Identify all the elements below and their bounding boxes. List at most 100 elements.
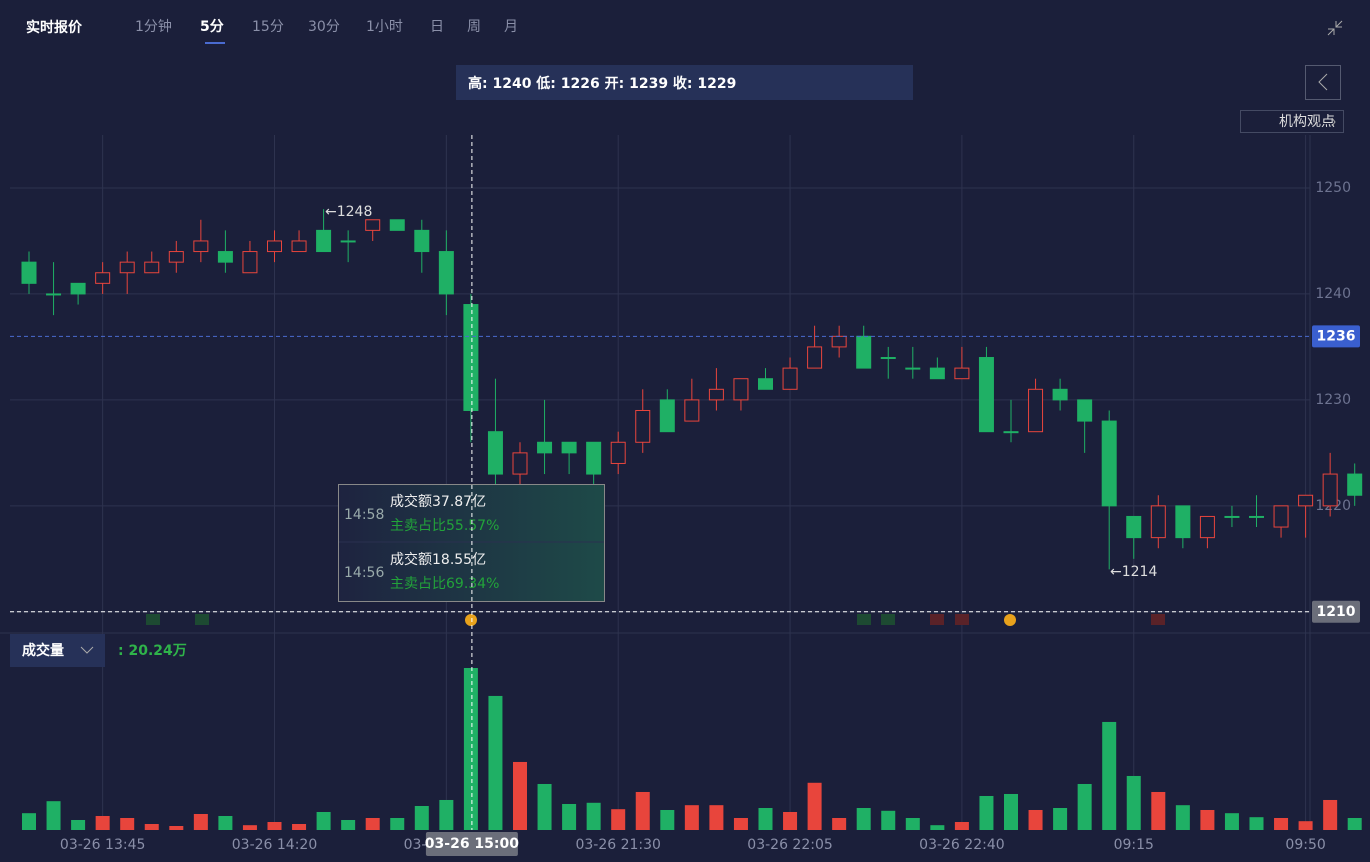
crosshair-price-box <box>1312 600 1360 623</box>
volume-bar <box>1200 809 1215 830</box>
candle-body <box>512 452 528 475</box>
volume-bar <box>881 810 896 830</box>
candle-body <box>1052 388 1068 401</box>
volume-bar <box>1323 799 1338 830</box>
y-tick-label: 1230 <box>1315 392 1351 408</box>
tab[interactable]: 30分 <box>308 19 340 35</box>
candle-body <box>537 441 553 454</box>
tab[interactable]: 周 <box>467 19 481 35</box>
candle-body <box>193 240 209 253</box>
crosshair-time-label: 03-26 15:00 <box>425 836 519 852</box>
tab[interactable]: 1小时 <box>366 19 403 35</box>
candle-body <box>1322 473 1338 507</box>
signal-icons <box>146 614 1165 626</box>
tab[interactable]: 1分钟 <box>135 18 172 35</box>
volume-bar <box>292 823 307 830</box>
volume-bar <box>1028 809 1043 830</box>
x-tick-label: 03-26 21:30 <box>575 837 660 853</box>
back-button[interactable] <box>1305 65 1341 100</box>
volume-bar <box>783 811 798 830</box>
volume-bar <box>218 815 233 830</box>
candle-body <box>1077 399 1093 422</box>
volume-bar <box>95 815 110 830</box>
last-price-label: 1236 <box>1317 328 1356 344</box>
ohlc-readout: 高: 1240 低: 1226 开: 1239 收: 1229 <box>468 75 736 92</box>
x-tick-label: 03-26 13:45 <box>60 837 145 853</box>
volume-bar <box>709 805 724 830</box>
volume-bar <box>856 807 871 830</box>
y-tick-label: 1250 <box>1315 180 1351 196</box>
institution-button[interactable] <box>1240 110 1344 133</box>
candle-body <box>144 261 160 274</box>
candle-body <box>414 229 430 253</box>
dropdown-icon <box>80 646 94 654</box>
volume-bar <box>537 783 552 830</box>
volume-bar <box>316 811 331 830</box>
candle-body <box>291 240 307 253</box>
candle-body <box>1298 494 1314 507</box>
institution-label: 机构观点 <box>1279 114 1335 130</box>
candle-body <box>1224 515 1240 518</box>
candle-body <box>21 261 37 284</box>
tooltip-ratio: 主卖占比69.34% <box>390 576 499 592</box>
volume-bar <box>341 819 356 830</box>
candle-body <box>365 219 381 231</box>
volume-bar <box>905 817 920 830</box>
volume-bar <box>1347 817 1362 830</box>
high-marker: ←1248 <box>325 204 372 220</box>
candle-body <box>46 293 62 296</box>
tab[interactable]: 月 <box>504 19 518 35</box>
volume-bar <box>144 823 159 830</box>
chevron <box>1331 117 1336 127</box>
candle-body <box>1003 431 1019 434</box>
volume-bar <box>1102 721 1117 830</box>
volume-bar <box>1126 775 1141 830</box>
volume-bar <box>758 807 773 830</box>
tab[interactable]: 15分 <box>252 19 284 35</box>
tab[interactable]: 日 <box>430 19 444 35</box>
volume-bar <box>611 809 626 830</box>
x-tick-label: 03-26 22:05 <box>747 837 832 853</box>
volume-bar <box>463 668 478 830</box>
candle-body <box>1273 505 1289 528</box>
volume-bar <box>71 819 86 830</box>
volume-bar <box>1175 805 1190 830</box>
candle-body <box>1150 505 1166 539</box>
tooltip-amount: 成交额37.87亿 <box>390 493 486 510</box>
candle-body <box>438 251 454 295</box>
candle-body <box>168 251 184 263</box>
candle-body <box>856 335 872 369</box>
candle-body <box>1028 388 1044 433</box>
candle-body <box>340 240 356 243</box>
candle-body <box>586 441 602 475</box>
candle-body <box>70 282 86 295</box>
tooltip-ratio: 主卖占比55.57% <box>390 518 499 534</box>
readout-box <box>456 65 913 100</box>
candle-body <box>487 431 503 475</box>
x-tick-label: 09:50 <box>1285 837 1325 853</box>
volume-bar <box>1274 817 1289 830</box>
last-price-box <box>1312 325 1360 348</box>
tooltip-amount: 成交额18.55亿 <box>390 551 486 568</box>
candle-body <box>684 399 700 422</box>
crosshair-time-box <box>425 832 518 856</box>
volume-bar <box>733 817 748 830</box>
candle-body <box>1101 420 1117 507</box>
collapse-icon[interactable] <box>1327 20 1343 36</box>
volume-bar <box>513 761 527 830</box>
candle-body <box>95 272 111 284</box>
volume-bar <box>365 817 380 830</box>
crosshair-price-label: 1210 <box>1317 604 1356 620</box>
page-title: 实时报价 <box>26 19 83 36</box>
tab-active[interactable]: 5分 <box>200 19 224 35</box>
volume-bar <box>1053 807 1068 830</box>
volume-bar <box>390 817 405 830</box>
volume-bar <box>807 782 822 830</box>
volume-bar <box>832 817 847 830</box>
candle-body <box>880 357 896 360</box>
volume-bar <box>242 825 257 830</box>
volume-bar <box>586 802 601 830</box>
candle-body <box>1126 515 1142 539</box>
volume-selector-label: 成交量 <box>22 642 64 659</box>
